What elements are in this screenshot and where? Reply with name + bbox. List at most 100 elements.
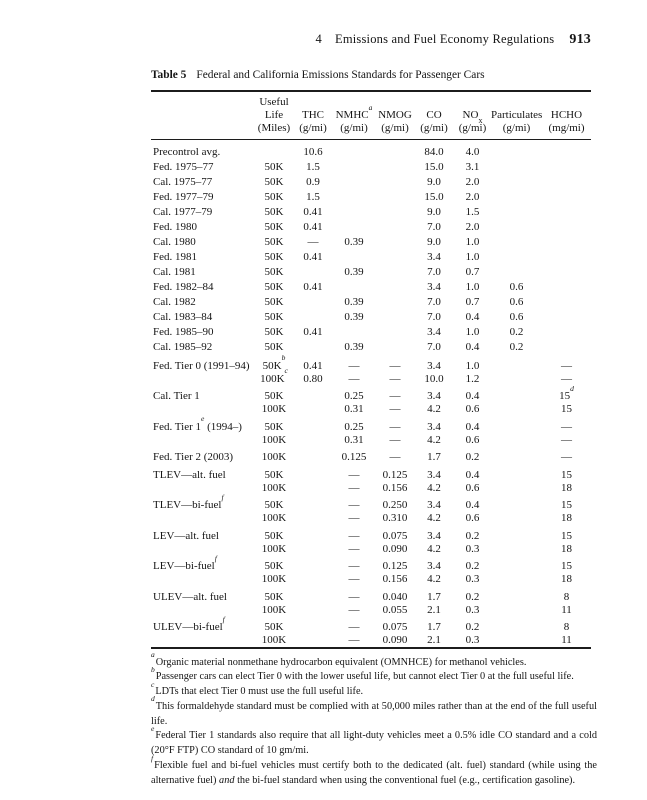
- cell-nmhc: 0.31: [344, 433, 364, 446]
- cell-thc: 10.6: [303, 146, 323, 158]
- column-header-line: (g/mi): [420, 122, 448, 134]
- cell-particulates: [491, 416, 542, 434]
- cell-nox: 1.0: [465, 236, 480, 248]
- table-row: 100K — 0.055 2.1 0.3 11: [151, 603, 591, 616]
- row-label: [151, 573, 254, 586]
- cell-particulates: [491, 220, 542, 235]
- cell-useful-life: 50K: [264, 529, 284, 542]
- column-header-line: NMOG: [378, 109, 412, 121]
- cell-hcho: [542, 220, 591, 235]
- cell-co: 4.2: [427, 573, 441, 585]
- cell-co: 9.0: [427, 236, 441, 248]
- cell-nmhc: 0.39: [344, 236, 364, 248]
- cell-co: 4.2: [427, 512, 441, 524]
- cell-hcho: [542, 140, 591, 160]
- cell-co: 4.2: [427, 542, 441, 555]
- cell-hcho: 18: [561, 481, 572, 494]
- cell-nmhc: [332, 190, 376, 205]
- table-row: 100K — 0.156 4.2 0.6 18: [151, 481, 591, 494]
- cell-nmog: 0.250: [382, 499, 408, 511]
- row-label: Fed. 1977–79: [153, 191, 214, 203]
- cell-useful-life: 50K: [264, 468, 284, 481]
- cell-nmhc: [332, 250, 376, 265]
- row-label: [151, 603, 254, 616]
- cell-nox: 0.2: [465, 560, 480, 572]
- cell-useful-life: 100K: [261, 573, 287, 585]
- cell-co: 7.0: [427, 221, 441, 233]
- cell-nmog: [376, 325, 414, 340]
- cell-nmhc: 0.31: [344, 403, 364, 415]
- cell-particulates: [491, 385, 542, 403]
- cell-co: 2.1: [427, 634, 441, 646]
- cell-nmhc: —: [348, 573, 360, 585]
- row-label: [151, 634, 254, 648]
- cell-nmhc: —: [348, 621, 360, 633]
- cell-nox: 0.4: [465, 341, 480, 353]
- cell-particulates: [491, 512, 542, 525]
- cell-hcho: 8: [563, 590, 570, 603]
- cell-hcho: [542, 265, 591, 280]
- footnote-marker: f: [151, 753, 154, 763]
- cell-particulates: [491, 555, 542, 573]
- cell-nox: 0.2: [465, 529, 480, 542]
- cell-useful-life: [254, 140, 294, 160]
- cell-nox: 0.3: [465, 573, 480, 585]
- cell-useful-life: 100K: [261, 512, 287, 524]
- cell-nmhc: —: [348, 512, 360, 524]
- row-label: LEV—bi-fuelf: [153, 553, 217, 572]
- cell-particulates: [491, 573, 542, 586]
- cell-nmhc: [332, 325, 376, 340]
- cell-nmhc: —: [348, 634, 360, 646]
- row-label: Fed. 1981: [153, 251, 197, 263]
- row-label: Fed. 1985–90: [153, 326, 214, 338]
- cell-nmog: 0.156: [382, 573, 408, 585]
- cell-hcho: [542, 280, 591, 295]
- superscript-marker: b: [281, 353, 286, 363]
- footnote-d: dThis formaldehyde standard must be comp…: [151, 694, 597, 727]
- italic-text: and: [219, 774, 235, 786]
- cell-hcho: 15: [561, 560, 572, 572]
- table-row: Cal. 1981 50K 0.39 7.0 0.7: [151, 265, 591, 280]
- cell-nox: 0.4: [465, 311, 480, 323]
- cell-useful-life: 100K: [261, 451, 287, 463]
- cell-useful-life: 50K: [264, 191, 284, 203]
- table-row: 100K — 0.090 4.2 0.3 18: [151, 542, 591, 555]
- cell-co: 3.4: [427, 560, 441, 572]
- cell-hcho: [542, 160, 591, 175]
- cell-particulates: [491, 616, 542, 634]
- cell-nmog: —: [389, 359, 401, 372]
- cell-nmog: [376, 220, 414, 235]
- column-header-nmog: NMOG (g/mi): [376, 91, 414, 140]
- cell-particulates: [491, 140, 542, 160]
- chapter-number: 4: [315, 32, 322, 46]
- superscript-marker: f: [221, 492, 224, 502]
- cell-nmhc: —: [348, 603, 360, 616]
- cell-hcho: 18: [561, 573, 572, 585]
- cell-thc: [294, 433, 332, 446]
- cell-nox: 1.0: [465, 359, 480, 372]
- cell-particulates: [491, 265, 542, 280]
- cell-thc: [294, 494, 332, 512]
- cell-particulates: 0.2: [509, 341, 524, 353]
- cell-nox: 1.0: [465, 281, 480, 293]
- cell-nox: 2.0: [465, 191, 480, 203]
- column-header-line: NMHCa: [335, 102, 373, 121]
- table-row: Fed. 1977–79 50K 1.5 15.0 2.0: [151, 190, 591, 205]
- row-label: Fed. 1975–77: [153, 161, 214, 173]
- row-label: ULEV—bi-fuelf: [153, 614, 225, 633]
- cell-hcho: [542, 295, 591, 310]
- cell-nmog: —: [389, 433, 401, 446]
- cell-thc: [294, 555, 332, 573]
- cell-hcho: [542, 340, 591, 355]
- row-label: Fed. 1980: [153, 221, 197, 233]
- cell-hcho: [542, 310, 591, 325]
- row-label: LEV—alt. fuel: [153, 529, 219, 542]
- cell-useful-life: 50K: [264, 206, 284, 218]
- cell-thc: [294, 446, 332, 464]
- page-content: 4 Emissions and Fuel Economy Regulations 9…: [151, 32, 597, 789]
- superscript-marker: c: [284, 366, 288, 376]
- row-label: ULEV—alt. fuel: [153, 590, 227, 603]
- cell-nmhc: 0.25: [344, 420, 364, 433]
- cell-thc: 0.41: [303, 326, 323, 338]
- cell-nmog: [376, 140, 414, 160]
